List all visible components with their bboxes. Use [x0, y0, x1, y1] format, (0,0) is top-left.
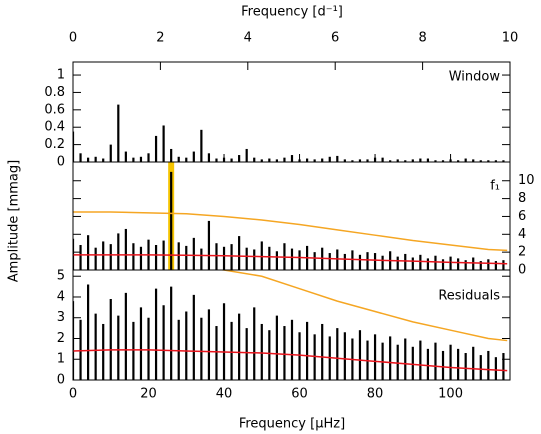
- x2-tick-label: 10: [502, 31, 519, 46]
- x-tick-label: 80: [367, 387, 384, 402]
- y-tick-label: 0: [57, 373, 65, 388]
- plot-area: [73, 270, 508, 380]
- y-tick-label: 6: [518, 209, 526, 224]
- y-tick-label: 4: [518, 227, 526, 242]
- y-tick-label: 0.8: [44, 85, 65, 100]
- y-tick-label: 0: [57, 155, 65, 170]
- y-label: Amplitude [mmag]: [7, 160, 22, 282]
- x-tick-label: 0: [69, 387, 77, 402]
- y-tick-label: 1: [57, 352, 65, 367]
- panel-label: Residuals: [438, 289, 500, 304]
- x-label: Frequency [μHz]: [239, 417, 345, 432]
- x2-tick-label: 6: [331, 31, 339, 46]
- y-tick-label: 5: [57, 269, 65, 284]
- plot-area: [73, 104, 505, 162]
- y-tick-label: 10: [518, 173, 535, 188]
- y-tick-label: 0.2: [44, 137, 65, 152]
- y-tick-label: 8: [518, 191, 526, 206]
- panel-label: f₁: [490, 179, 500, 194]
- y-tick-label: 0.6: [44, 102, 65, 117]
- threshold-curve: [73, 349, 508, 372]
- x2-tick-label: 0: [69, 31, 77, 46]
- y-tick-label: 1: [57, 68, 65, 83]
- panel-frame: [72, 61, 511, 163]
- threshold-curve: [217, 270, 508, 342]
- x-tick-label: 100: [438, 387, 463, 402]
- x2-tick-label: 8: [418, 31, 426, 46]
- y-tick-label: 4: [57, 289, 65, 304]
- panel-label: Window: [449, 70, 501, 85]
- x-tick-label: 60: [291, 387, 308, 402]
- x-tick-label: 40: [216, 387, 233, 402]
- y-tick-label: 0: [518, 263, 526, 278]
- top-x-label: Frequency [d⁻¹]: [241, 5, 343, 20]
- y-tick-label: 3: [57, 310, 65, 325]
- x-tick-label: 20: [140, 387, 157, 402]
- panel-frame: [72, 269, 511, 381]
- y-tick-label: 2: [518, 245, 526, 260]
- y-tick-label: 2: [57, 331, 65, 346]
- x2-tick-label: 4: [244, 31, 252, 46]
- x2-tick-label: 2: [156, 31, 164, 46]
- plot-area: [73, 162, 508, 270]
- y-tick-label: 0.4: [44, 120, 65, 135]
- threshold-curve: [73, 211, 508, 252]
